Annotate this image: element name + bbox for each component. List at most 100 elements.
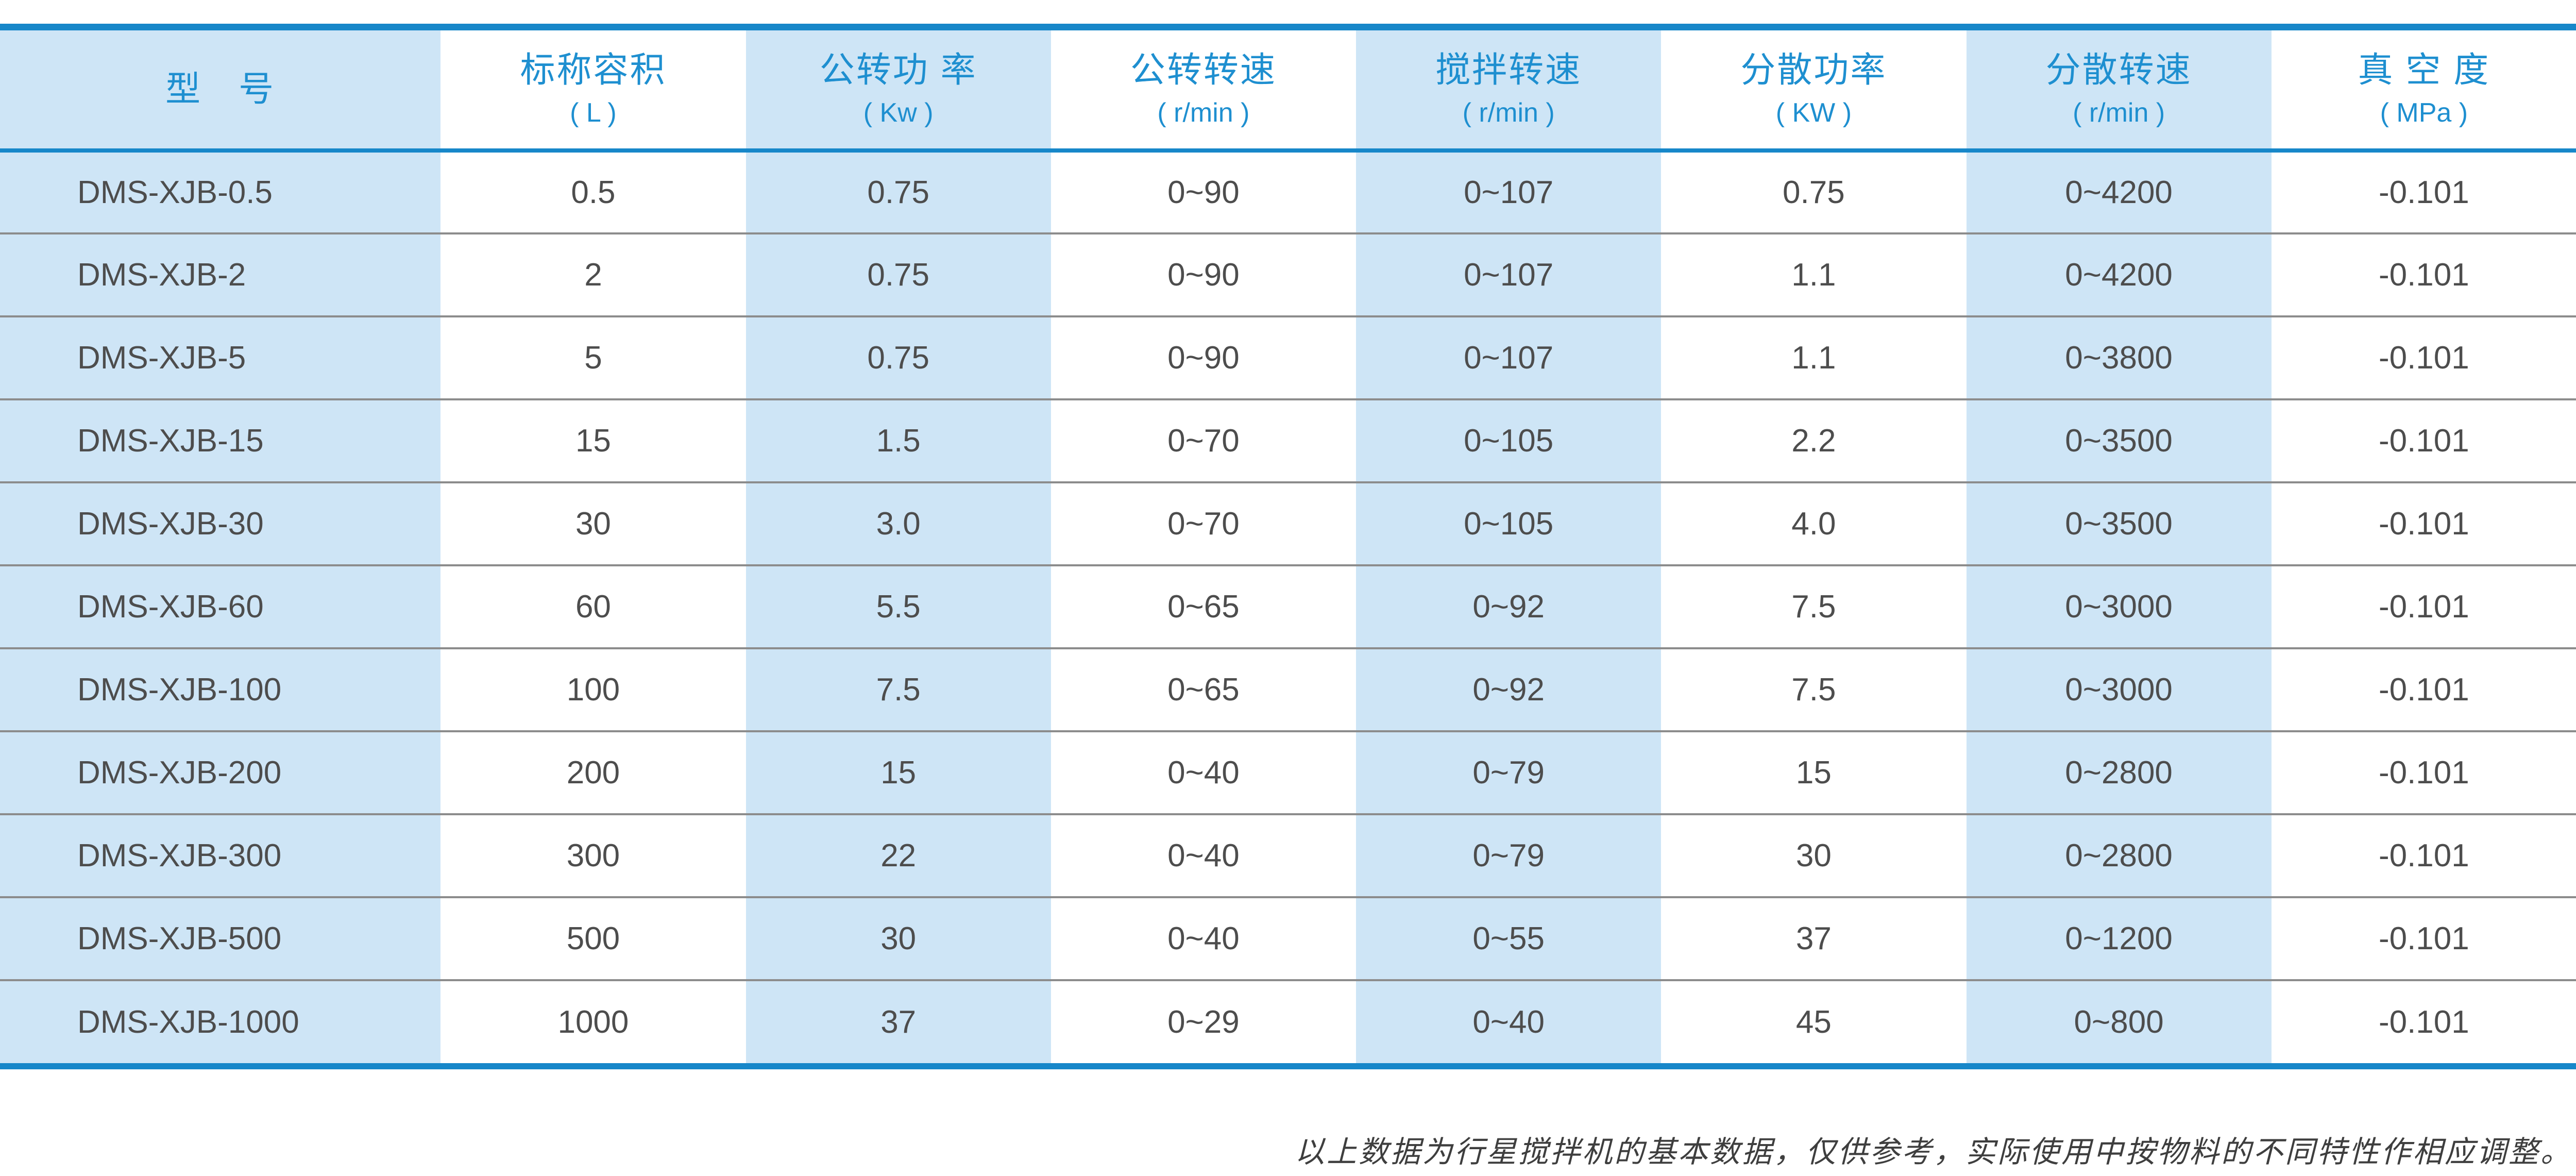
value-cell: 0~1200 bbox=[1966, 897, 2272, 980]
value-cell: 0~3000 bbox=[1966, 565, 2272, 648]
value-cell: -0.101 bbox=[2378, 423, 2469, 459]
value-cell: 0~65 bbox=[1167, 589, 1240, 625]
value-cell: 0~107 bbox=[1356, 233, 1662, 316]
column-header: 分散转速 ( r/min ) bbox=[1966, 30, 2272, 150]
value-cell: 0~65 bbox=[1167, 672, 1240, 708]
value-cell: 1.1 bbox=[1791, 257, 1836, 293]
value-cell: 0.75 bbox=[1783, 175, 1845, 210]
value-cell: 45 bbox=[1795, 1004, 1832, 1040]
value-cell: 0~79 bbox=[1356, 814, 1662, 897]
value-cell: 7.5 bbox=[745, 648, 1051, 731]
value-cell: 0~800 bbox=[1966, 980, 2272, 1063]
column-header: 分散功率 ( KW ) bbox=[1661, 30, 1966, 150]
table-row: DMS-XJB-5 5 0.75 0~90 0~107 1.1 0~3800 -0.101 bbox=[0, 316, 2576, 399]
model-cell: DMS-XJB-500 bbox=[0, 897, 441, 980]
value-cell: -0.101 bbox=[2378, 175, 2469, 210]
column-label: 公转功 率 bbox=[819, 50, 977, 90]
value-cell: 0~70 bbox=[1167, 506, 1240, 542]
value-cell: 0~107 bbox=[1356, 150, 1662, 233]
value-cell: 0~29 bbox=[1167, 1004, 1240, 1040]
value-cell: 0~55 bbox=[1356, 897, 1662, 980]
table-row: DMS-XJB-1000 1000 37 0~29 0~40 45 0~800 -0.101 bbox=[0, 980, 2576, 1063]
table-row: DMS-XJB-15 15 1.5 0~70 0~105 2.2 0~3500 -0.101 bbox=[0, 399, 2576, 482]
value-cell: 0~4200 bbox=[1966, 150, 2272, 233]
value-cell: 60 bbox=[575, 589, 611, 625]
value-cell: 0~4200 bbox=[1966, 233, 2272, 316]
value-cell: -0.101 bbox=[2378, 1004, 2469, 1040]
value-cell: 30 bbox=[575, 506, 611, 542]
table-row: DMS-XJB-0.5 0.5 0.75 0~90 0~107 0.75 0~4200 -0.… bbox=[0, 150, 2576, 233]
model-cell: DMS-XJB-5 bbox=[0, 316, 441, 399]
value-cell: 15 bbox=[745, 731, 1051, 814]
value-cell: 0~2800 bbox=[1966, 814, 2272, 897]
table-row: DMS-XJB-300 300 22 0~40 0~79 30 0~2800 -0.101 bbox=[0, 814, 2576, 897]
value-cell: 37 bbox=[745, 980, 1051, 1063]
value-cell: 0~90 bbox=[1167, 257, 1240, 293]
value-cell: 500 bbox=[566, 921, 620, 956]
value-cell: 0~70 bbox=[1167, 423, 1240, 459]
value-cell: 4.0 bbox=[1791, 506, 1836, 542]
column-label: 型 号 bbox=[165, 70, 276, 109]
value-cell: 1.5 bbox=[745, 399, 1051, 482]
value-cell: 0.75 bbox=[745, 150, 1051, 233]
model-cell: DMS-XJB-100 bbox=[0, 648, 441, 731]
value-cell: -0.101 bbox=[2378, 921, 2469, 956]
value-cell: 0~92 bbox=[1356, 648, 1662, 731]
value-cell: 0~40 bbox=[1167, 838, 1240, 873]
column-header: 搅拌转速 ( r/min ) bbox=[1356, 30, 1662, 150]
value-cell: 2.2 bbox=[1791, 423, 1836, 459]
model-cell: DMS-XJB-1000 bbox=[0, 980, 441, 1063]
column-unit: ( MPa ) bbox=[2380, 98, 2468, 128]
value-cell: 0~2800 bbox=[1966, 731, 2272, 814]
value-cell: 0.75 bbox=[745, 233, 1051, 316]
table-row: DMS-XJB-60 60 5.5 0~65 0~92 7.5 0~3000 -0.101 bbox=[0, 565, 2576, 648]
value-cell: 15 bbox=[1795, 755, 1832, 791]
value-cell: 0~3500 bbox=[1966, 399, 2272, 482]
column-label: 分散转速 bbox=[2045, 50, 2192, 90]
value-cell: 37 bbox=[1795, 921, 1832, 956]
model-cell: DMS-XJB-15 bbox=[0, 399, 441, 482]
value-cell: 30 bbox=[1795, 838, 1832, 873]
mixer-spec-table: 型 号标称容积( L ) 公转功 率( Kw ) 公转转速( r/min ) 搅拌转速… bbox=[0, 30, 2576, 1063]
column-header: 型 号 bbox=[0, 30, 441, 150]
value-cell: 0.5 bbox=[571, 175, 616, 210]
header-row: 型 号标称容积( L ) 公转功 率( Kw ) 公转转速( r/min ) 搅拌转速… bbox=[0, 30, 2576, 150]
column-unit: ( Kw ) bbox=[863, 98, 934, 128]
table-row: DMS-XJB-2 2 0.75 0~90 0~107 1.1 0~4200 -0.101 bbox=[0, 233, 2576, 316]
value-cell: 0~40 bbox=[1167, 755, 1240, 791]
value-cell: 200 bbox=[566, 755, 620, 791]
value-cell: 5.5 bbox=[745, 565, 1051, 648]
model-cell: DMS-XJB-300 bbox=[0, 814, 441, 897]
value-cell: 1000 bbox=[557, 1004, 629, 1040]
column-label: 标称容积 bbox=[520, 50, 667, 90]
value-cell: 30 bbox=[745, 897, 1051, 980]
column-unit: ( r/min ) bbox=[2073, 98, 2165, 128]
value-cell: -0.101 bbox=[2378, 506, 2469, 542]
table-row: DMS-XJB-500 500 30 0~40 0~55 37 0~1200 -0.101 bbox=[0, 897, 2576, 980]
value-cell: 100 bbox=[566, 672, 620, 708]
model-cell: DMS-XJB-200 bbox=[0, 731, 441, 814]
value-cell: -0.101 bbox=[2378, 755, 2469, 791]
value-cell: 3.0 bbox=[745, 482, 1051, 565]
value-cell: 0~3500 bbox=[1966, 482, 2272, 565]
column-label: 分散功率 bbox=[1740, 50, 1887, 90]
model-cell: DMS-XJB-0.5 bbox=[0, 150, 441, 233]
model-cell: DMS-XJB-30 bbox=[0, 482, 441, 565]
column-unit: ( L ) bbox=[570, 98, 617, 128]
column-header: 标称容积 ( L ) bbox=[440, 30, 745, 150]
value-cell: 1.1 bbox=[1791, 340, 1836, 376]
value-cell: 0~90 bbox=[1167, 175, 1240, 210]
value-cell: 0.75 bbox=[745, 316, 1051, 399]
value-cell: -0.101 bbox=[2378, 257, 2469, 293]
column-unit: ( r/min ) bbox=[1462, 98, 1555, 128]
column-label: 真 空 度 bbox=[2358, 50, 2490, 90]
value-cell: 5 bbox=[584, 340, 602, 376]
column-label: 公转转速 bbox=[1130, 50, 1277, 90]
table-header: 型 号标称容积( L ) 公转功 率( Kw ) 公转转速( r/min ) 搅拌转速… bbox=[0, 30, 2576, 150]
model-cell: DMS-XJB-2 bbox=[0, 233, 441, 316]
column-header: 公转转速 ( r/min ) bbox=[1051, 30, 1356, 150]
value-cell: 0~40 bbox=[1167, 921, 1240, 956]
value-cell: 15 bbox=[575, 423, 611, 459]
value-cell: 0~105 bbox=[1356, 399, 1662, 482]
table-row: DMS-XJB-100 100 7.5 0~65 0~92 7.5 0~3000 -0.101 bbox=[0, 648, 2576, 731]
